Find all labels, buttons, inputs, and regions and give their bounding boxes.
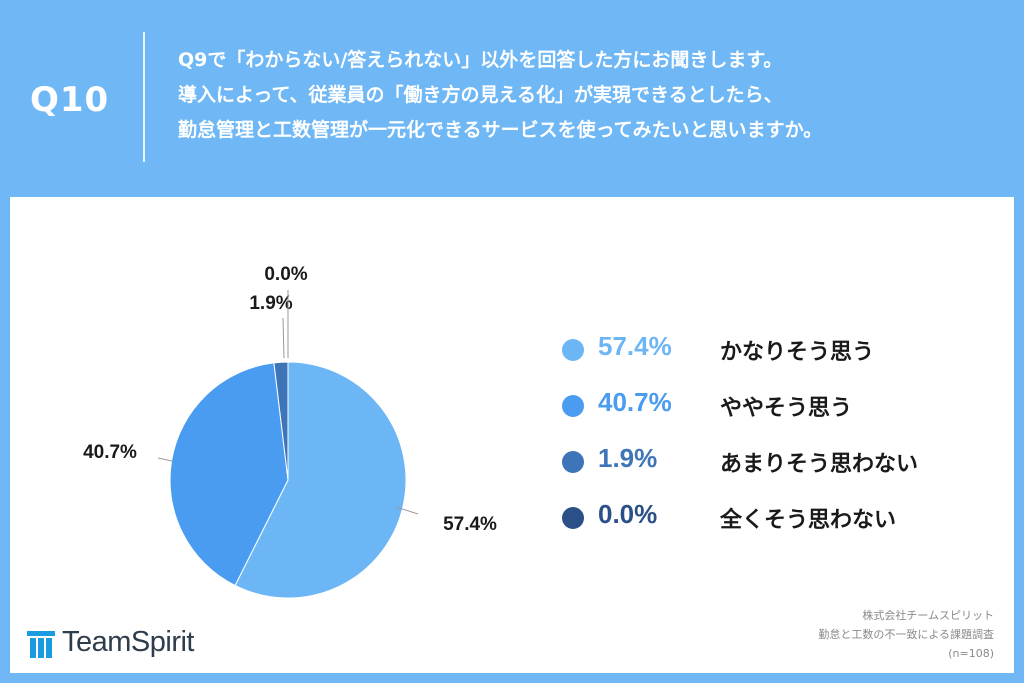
slice-data-label: 1.9% [249, 293, 292, 314]
source-survey: 勤怠と工数の不一致による課題調査 [818, 628, 994, 641]
slice-data-label: 40.7% [83, 442, 137, 463]
legend-label: かなりそう思う [720, 340, 875, 365]
legend-label: ややそう思う [720, 396, 853, 421]
legend-value: 0.0% [598, 499, 658, 529]
pie-slice [234, 361, 407, 599]
legend-label: あまりそう思わない [720, 452, 919, 477]
question-number: Q10 [30, 80, 110, 120]
question-text: Q9で「わからない/答えられない」以外を回答した方にお聞きします。 導入によって… [178, 43, 1008, 148]
legend-item: 0.0% 全くそう思わない [562, 493, 982, 549]
question-line-2: 導入によって、従業員の「働き方の見える化」が実現できるとしたら、 [178, 84, 783, 106]
teamspirit-logo: TeamSpirit [26, 626, 226, 666]
chart-panel [10, 197, 1014, 673]
legend: 57.4% かなりそう思う 40.7% ややそう思う 1.9% あまりそう思わな… [562, 325, 982, 549]
legend-value: 57.4% [598, 331, 672, 361]
slice-data-label: 57.4% [443, 514, 497, 535]
legend-item: 57.4% かなりそう思う [562, 325, 982, 381]
header: Q10 Q9で「わからない/答えられない」以外を回答した方にお聞きします。 導入… [0, 0, 1024, 196]
question-line-1: Q9で「わからない/答えられない」以外を回答した方にお聞きします。 [178, 49, 783, 71]
label-leader-line [157, 457, 173, 462]
legend-value: 40.7% [598, 387, 672, 417]
slice-data-label: 0.0% [264, 264, 307, 285]
source-note: 株式会社チームスピリット 勤怠と工数の不一致による課題調査 (n=108) [818, 606, 994, 663]
legend-swatch [562, 395, 584, 417]
legend-item: 40.7% ややそう思う [562, 381, 982, 437]
legend-value: 1.9% [598, 443, 658, 473]
source-company: 株式会社チームスピリット [862, 609, 994, 622]
source-sample-size: (n=108) [948, 647, 994, 660]
pie-slice [273, 361, 289, 481]
logo-text: TeamSpirit [62, 626, 195, 658]
logo-icon [27, 631, 55, 658]
label-leader-line [395, 506, 419, 515]
legend-label: 全くそう思わない [720, 508, 897, 533]
legend-swatch [562, 451, 584, 473]
question-line-3: 勤怠管理と工数管理が一元化できるサービスを使ってみたいと思いますか。 [178, 119, 823, 141]
legend-item: 1.9% あまりそう思わない [562, 437, 982, 493]
pie-slice [169, 362, 289, 587]
legend-swatch [562, 507, 584, 529]
header-divider [143, 32, 145, 162]
legend-swatch [562, 339, 584, 361]
label-leader-line [282, 317, 285, 359]
